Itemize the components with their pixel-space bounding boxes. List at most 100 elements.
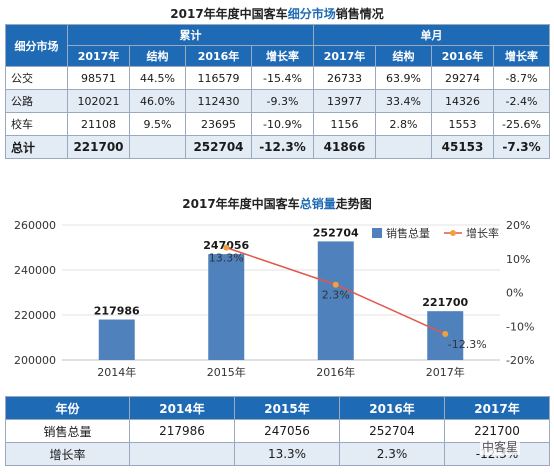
y-right-tick-label: 0% <box>506 287 523 300</box>
subheader: 2016年 <box>431 45 494 67</box>
summary-header: 2017年 <box>444 396 550 420</box>
table-row: 公交 98571 44.5% 116579 -15.4% 26733 63.9%… <box>5 66 550 90</box>
legend-bar-label: 销售总量 <box>386 226 430 240</box>
bar <box>208 254 245 360</box>
x-tick-label: 2017年 <box>426 365 465 379</box>
table-cell <box>375 135 432 159</box>
row-label: 公交 <box>5 66 68 90</box>
watermark-label: 中客星 <box>480 438 521 455</box>
x-tick-label: 2016年 <box>316 365 355 379</box>
row-label: 销售总量 <box>5 419 130 443</box>
table-cell: 112430 <box>185 89 252 113</box>
header-cumulative: 累计 <box>67 24 314 46</box>
yearly-summary-table: 年份 2014年 2015年 2016年 2017年 销售总量 217986 2… <box>5 396 550 466</box>
growth-rate-label: 2.3% <box>322 289 350 302</box>
table-cell: 45153 <box>431 135 494 159</box>
growth-rate-label: -12.3% <box>448 338 487 351</box>
y-right-tick-label: -10% <box>506 320 534 333</box>
row-label: 校车 <box>5 112 68 136</box>
subheader: 增长率 <box>251 45 314 67</box>
segment-sales-table: 细分市场 累计 单月 2017年 结构 2016年 增长率 2017年 结构 2… <box>5 24 550 159</box>
summary-row: 增长率 13.3% 2.3% -12.3% <box>5 442 550 466</box>
x-tick-label: 2014年 <box>97 365 136 379</box>
table-cell: 1553 <box>431 112 494 136</box>
table-cell: 252704 <box>185 135 252 159</box>
table-row: 校车 21108 9.5% 23695 -10.9% 1156 2.8% 155… <box>5 112 550 136</box>
table-cell: 1156 <box>313 112 376 136</box>
row-label: 增长率 <box>5 442 130 466</box>
table-cell: 2.8% <box>375 112 432 136</box>
table-cell: 116579 <box>185 66 252 90</box>
table-cell: 102021 <box>67 89 130 113</box>
y-right-tick-label: 20% <box>506 219 530 232</box>
y-right-tick-label: 10% <box>506 253 530 266</box>
summary-header: 2015年 <box>234 396 340 420</box>
bar <box>317 241 354 360</box>
table-cell: 9.5% <box>129 112 186 136</box>
subheader: 2016年 <box>185 45 252 67</box>
table-title-prefix: 2017年年度中国客车 <box>170 7 288 21</box>
header-segment: 细分市场 <box>5 24 68 67</box>
table-title: 2017年年度中国客车细分市场销售情况 <box>0 5 554 22</box>
subheader: 结构 <box>375 45 432 67</box>
y-left-tick-label: 220000 <box>14 309 56 322</box>
summary-row: 销售总量 217986 247056 252704 221700 <box>5 419 550 443</box>
sales-trend-chart: 200000 220000 240000 260000 -20% -10% 0% 10% 20%… <box>14 219 534 379</box>
table-cell: 217986 <box>129 419 235 443</box>
table-cell: 63.9% <box>375 66 432 90</box>
table-cell: -10.9% <box>251 112 314 136</box>
growth-rate-label: 13.3% <box>209 252 244 265</box>
growth-rate-point <box>442 331 449 338</box>
subheader: 2017年 <box>67 45 130 67</box>
bar-value-label: 217986 <box>94 305 140 318</box>
table-cell: 26733 <box>313 66 376 90</box>
growth-rate-point <box>223 244 230 251</box>
table-cell: 21108 <box>67 112 130 136</box>
chart-title: 2017年年度中国客车总销量走势图 <box>0 195 554 212</box>
table-cell: 46.0% <box>129 89 186 113</box>
table-cell <box>129 442 235 466</box>
header-monthly: 单月 <box>313 24 550 46</box>
table-cell: 44.5% <box>129 66 186 90</box>
table-cell: -15.4% <box>251 66 314 90</box>
table-cell: 41866 <box>313 135 376 159</box>
table-title-suffix: 销售情况 <box>335 7 384 21</box>
table-cell: 13977 <box>313 89 376 113</box>
legend-bar-swatch <box>372 228 382 238</box>
table-row: 公路 102021 46.0% 112430 -9.3% 13977 33.4%… <box>5 89 550 113</box>
table-cell: 98571 <box>67 66 130 90</box>
chart-title-suffix: 走势图 <box>335 197 372 211</box>
summary-header: 年份 <box>5 396 130 420</box>
bar-value-label: 221700 <box>422 296 468 309</box>
table-cell: -7.3% <box>493 135 550 159</box>
table-cell: 221700 <box>67 135 130 159</box>
table-cell: 13.3% <box>234 442 340 466</box>
table-cell: -8.7% <box>493 66 550 90</box>
table-cell <box>129 135 186 159</box>
table-cell: -2.4% <box>493 89 550 113</box>
table-cell: -25.6% <box>493 112 550 136</box>
table-title-highlight: 细分市场 <box>287 7 336 21</box>
table-cell: -12.3% <box>251 135 314 159</box>
bar-value-label: 252704 <box>313 226 359 239</box>
subheader: 2017年 <box>313 45 376 67</box>
subheader: 结构 <box>129 45 186 67</box>
y-right-tick-label: -20% <box>506 354 534 367</box>
table-cell: 14326 <box>431 89 494 113</box>
legend-line-marker <box>450 230 456 236</box>
growth-rate-point <box>332 281 339 288</box>
table-row-total: 总计 221700 252704 -12.3% 41866 45153 -7.3… <box>5 135 550 159</box>
y-left-tick-label: 200000 <box>14 354 56 367</box>
summary-header: 2016年 <box>339 396 445 420</box>
chart-title-prefix: 2017年年度中国客车 <box>182 197 300 211</box>
table-cell: 252704 <box>339 419 445 443</box>
row-label: 总计 <box>5 135 68 159</box>
table-cell: 33.4% <box>375 89 432 113</box>
table-cell: -9.3% <box>251 89 314 113</box>
table-cell: 23695 <box>185 112 252 136</box>
x-tick-label: 2015年 <box>207 365 246 379</box>
table-cell: 2.3% <box>339 442 445 466</box>
summary-header: 2014年 <box>129 396 235 420</box>
row-label: 公路 <box>5 89 68 113</box>
table-cell: 29274 <box>431 66 494 90</box>
